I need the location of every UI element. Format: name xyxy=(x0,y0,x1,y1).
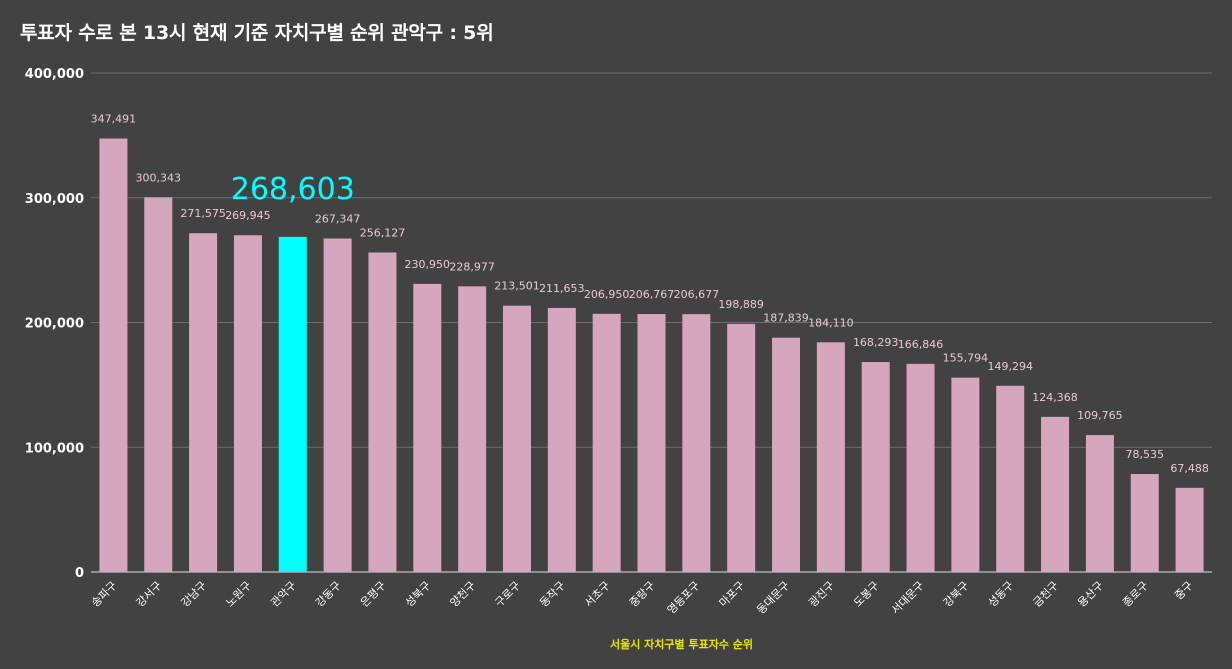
bar xyxy=(861,362,890,572)
data-label: 184,110 xyxy=(808,316,854,329)
data-label: 271,575 xyxy=(180,207,226,220)
y-tick-label: 0 xyxy=(75,566,84,581)
bar xyxy=(816,342,845,572)
data-label: 109,765 xyxy=(1077,409,1123,422)
data-label: 211,653 xyxy=(539,282,585,295)
data-label: 206,677 xyxy=(674,288,720,301)
data-label: 206,767 xyxy=(629,288,675,301)
y-tick-label: 300,000 xyxy=(25,192,84,207)
bar xyxy=(772,337,801,572)
bar xyxy=(502,305,531,572)
bar xyxy=(1041,416,1070,572)
data-label: 124,368 xyxy=(1032,391,1078,404)
data-label: 168,293 xyxy=(853,336,899,349)
bar xyxy=(189,233,218,572)
bar xyxy=(592,313,621,572)
bar xyxy=(278,236,307,572)
bar xyxy=(323,238,352,572)
bar xyxy=(951,377,980,572)
x-tick-label: 양천구 xyxy=(447,578,478,609)
data-label: 213,501 xyxy=(494,280,540,293)
chart-title: 투표자 수로 본 13시 현재 기준 자치구별 순위 관악구 : 5위 xyxy=(20,22,494,44)
x-tick-label: 구로구 xyxy=(492,579,523,610)
bar xyxy=(1085,435,1114,572)
x-tick-label: 종로구 xyxy=(1120,579,1151,610)
x-tick-label: 송파구 xyxy=(89,579,120,610)
x-tick-label: 강동구 xyxy=(313,579,344,610)
x-tick-label: 광진구 xyxy=(806,579,837,610)
x-tick-label: 강북구 xyxy=(941,579,972,610)
x-tick-label: 성북구 xyxy=(403,579,434,610)
x-tick-label: 중랑구 xyxy=(627,579,658,610)
x-tick-label: 영등포구 xyxy=(665,579,703,617)
x-tick-label: 서초구 xyxy=(582,579,613,610)
bar xyxy=(458,286,487,572)
bar xyxy=(547,307,576,572)
data-label: 228,977 xyxy=(449,260,495,273)
x-tick-label: 노원구 xyxy=(223,579,254,610)
data-label: 187,839 xyxy=(763,312,809,325)
data-label: 347,491 xyxy=(91,113,137,126)
bar xyxy=(144,197,173,572)
data-label: 206,950 xyxy=(584,288,630,301)
y-tick-label: 400,000 xyxy=(25,67,84,82)
bar xyxy=(996,385,1025,572)
x-tick-label: 관악구 xyxy=(268,579,299,610)
data-label: 230,950 xyxy=(405,258,451,271)
x-axis-title: 서울시 자치구별 투표자수 순위 xyxy=(610,637,753,651)
x-tick-label: 성동구 xyxy=(986,579,1017,610)
x-tick-label: 은평구 xyxy=(358,579,389,610)
x-tick-label: 동대문구 xyxy=(754,579,792,617)
bar xyxy=(233,235,262,573)
bar xyxy=(727,323,756,572)
data-label: 149,294 xyxy=(987,360,1033,373)
y-tick-label: 100,000 xyxy=(25,441,84,456)
x-tick-label: 동작구 xyxy=(537,579,568,610)
data-label: 166,846 xyxy=(898,338,944,351)
y-tick-label: 200,000 xyxy=(25,317,84,332)
data-label: 198,889 xyxy=(718,298,764,311)
data-label: 78,535 xyxy=(1125,448,1164,461)
bar xyxy=(368,252,397,572)
data-label: 155,794 xyxy=(943,352,989,365)
x-tick-label: 용산구 xyxy=(1075,579,1106,610)
x-tick-label: 금천구 xyxy=(1030,578,1061,609)
data-label: 67,488 xyxy=(1170,462,1209,475)
x-tick-label: 마포구 xyxy=(717,579,748,610)
bar xyxy=(906,363,935,572)
bar xyxy=(637,314,666,572)
x-tick-label: 서대문구 xyxy=(889,579,927,617)
x-tick-label: 도봉구 xyxy=(851,579,882,610)
data-label: 300,343 xyxy=(136,171,182,184)
data-label: 267,347 xyxy=(315,212,361,225)
bar xyxy=(1130,474,1159,572)
x-tick-label: 중구 xyxy=(1172,579,1196,603)
highlight-value-label: 268,603 xyxy=(231,172,355,207)
data-label: 256,127 xyxy=(360,226,406,239)
bar xyxy=(413,283,442,572)
bar xyxy=(682,314,711,572)
bar xyxy=(99,138,128,572)
x-tick-label: 강남구 xyxy=(179,579,210,610)
x-tick-label: 강서구 xyxy=(134,579,165,610)
bar xyxy=(1175,487,1204,572)
data-label: 269,945 xyxy=(225,209,271,222)
